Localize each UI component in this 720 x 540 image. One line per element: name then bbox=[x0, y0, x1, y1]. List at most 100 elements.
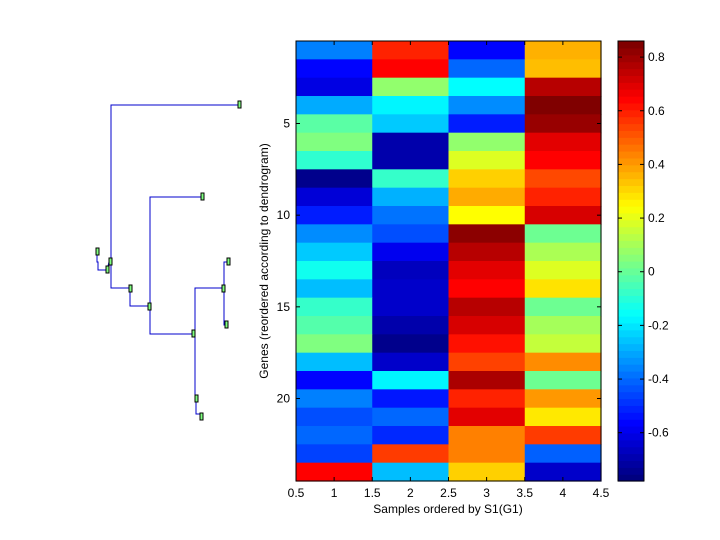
colorbar-segment bbox=[618, 371, 644, 379]
colorbar-segment bbox=[618, 247, 644, 255]
colorbar-segment bbox=[618, 288, 644, 296]
heatmap-cell bbox=[448, 96, 526, 115]
heatmap-cell bbox=[448, 242, 526, 262]
heatmap-cell bbox=[524, 242, 602, 262]
dendrogram-node bbox=[105, 265, 110, 274]
colorbar-segment bbox=[618, 109, 644, 118]
colorbar-segment bbox=[618, 54, 644, 63]
colorbar-segment bbox=[618, 460, 644, 468]
colorbar-segment bbox=[618, 41, 644, 49]
colorbar-segment bbox=[618, 343, 644, 351]
heatmap-cell bbox=[448, 407, 526, 427]
colorbar-segment bbox=[618, 274, 644, 283]
colorbar-segment bbox=[618, 144, 644, 152]
colorbar-tick-label: -0.4 bbox=[648, 372, 669, 386]
colorbar-segment bbox=[618, 412, 644, 420]
colorbar-segment bbox=[618, 102, 644, 111]
colorbar-segment bbox=[618, 398, 644, 406]
dendrogram-node bbox=[221, 284, 226, 293]
heatmap-cell bbox=[448, 462, 526, 482]
y-tick-label: 5 bbox=[283, 117, 290, 131]
heatmap-cell bbox=[524, 132, 602, 152]
heatmap-cell bbox=[296, 169, 373, 189]
dendrogram-nodes bbox=[95, 100, 242, 421]
heatmap-cell bbox=[372, 334, 450, 354]
x-tick-label: 4.5 bbox=[593, 486, 610, 500]
dendrogram-branch bbox=[129, 288, 149, 307]
heatmap-cell bbox=[296, 114, 373, 134]
heatmap-cell bbox=[448, 114, 526, 134]
heatmap-cell bbox=[448, 206, 526, 225]
heatmap-cell bbox=[448, 169, 526, 189]
dendrogram-node bbox=[191, 329, 196, 338]
colorbar-tick-label: -0.6 bbox=[648, 426, 669, 440]
heatmap-cell bbox=[372, 187, 450, 207]
heatmap-cell bbox=[524, 371, 602, 390]
colorbar-segment bbox=[618, 405, 644, 413]
heatmap-cell bbox=[372, 96, 450, 115]
heatmap-cell bbox=[296, 151, 373, 170]
heatmap-cell bbox=[296, 261, 373, 280]
heatmap-cell bbox=[524, 151, 602, 170]
colorbar-segment bbox=[618, 61, 644, 70]
heatmap-cell bbox=[448, 444, 526, 464]
colorbar-segment bbox=[618, 47, 644, 56]
heatmap-cell bbox=[524, 389, 602, 409]
heatmap-cell bbox=[524, 261, 602, 280]
colorbar-segment bbox=[618, 123, 644, 131]
dendrogram-node bbox=[224, 320, 229, 329]
colorbar-segment bbox=[618, 309, 644, 317]
colorbar-frame bbox=[617, 40, 645, 482]
colorbar-tick-label: 0.6 bbox=[648, 104, 665, 118]
heatmap-cell bbox=[448, 224, 526, 244]
colorbar-segment bbox=[618, 157, 644, 166]
dendrogram-node bbox=[199, 412, 204, 421]
heatmap-cell bbox=[296, 132, 373, 152]
heatmap-cell bbox=[524, 187, 602, 207]
heatmap-cell bbox=[296, 96, 373, 115]
dendrogram-node bbox=[226, 257, 231, 266]
colorbar-segment bbox=[618, 75, 644, 83]
heatmap-cell bbox=[448, 41, 526, 60]
dendrogram-branch bbox=[96, 252, 107, 271]
heatmap-cell bbox=[524, 407, 602, 427]
heatmap-cell bbox=[372, 224, 450, 244]
heatmap-cell bbox=[372, 444, 450, 464]
heatmap-cell bbox=[448, 261, 526, 280]
x-tick-label: 1 bbox=[331, 486, 338, 500]
y-tick-label: 15 bbox=[277, 300, 291, 314]
heatmap-cell bbox=[448, 426, 526, 445]
colorbar-segment bbox=[618, 254, 644, 262]
y-tick-label: 10 bbox=[277, 208, 291, 222]
x-tick-label: 2 bbox=[407, 486, 414, 500]
heatmap-cell bbox=[448, 371, 526, 390]
colorbar-segment bbox=[618, 171, 644, 180]
colorbar-segment bbox=[618, 453, 644, 461]
colorbar-segment bbox=[618, 316, 644, 324]
colorbar-segment bbox=[618, 178, 644, 186]
colorbar-segment bbox=[618, 82, 644, 90]
heatmap-cell bbox=[448, 59, 526, 79]
heatmap-cell bbox=[524, 224, 602, 244]
heatmap-cell bbox=[296, 426, 373, 445]
x-axis: 0.5 1 1.5 2 2.5 3 3.5 4 4.5 bbox=[288, 41, 610, 500]
colorbar-axis: 0.8 0.6 0.4 0.2 0 -0.2 -0.4 -0.6 bbox=[618, 50, 669, 440]
heatmap bbox=[296, 41, 602, 482]
heatmap-cell bbox=[296, 41, 373, 60]
dendrogram-node bbox=[95, 247, 100, 256]
colorbar-segment bbox=[618, 199, 644, 207]
colorbar-segment bbox=[618, 226, 644, 235]
dendrogram-node bbox=[128, 284, 133, 293]
colorbar-segment bbox=[618, 164, 644, 173]
heatmap-cell bbox=[448, 279, 526, 299]
heatmap-cell bbox=[296, 352, 373, 372]
heatmap-cell bbox=[296, 444, 373, 464]
heatmap-cell bbox=[448, 334, 526, 354]
heatmap-cell bbox=[524, 352, 602, 372]
heatmap-cell bbox=[524, 334, 602, 354]
colorbar-segment bbox=[618, 329, 644, 338]
heatmap-cell bbox=[296, 224, 373, 244]
heatmap-cell bbox=[372, 407, 450, 427]
heatmap-cell bbox=[296, 206, 373, 225]
heatmap-cell bbox=[296, 389, 373, 409]
